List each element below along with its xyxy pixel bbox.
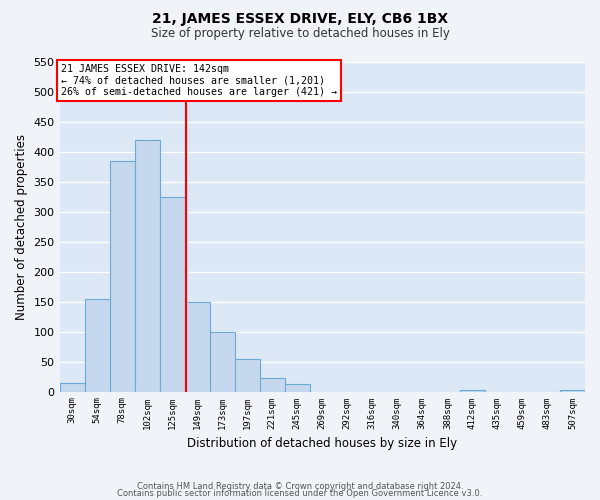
Text: Contains HM Land Registry data © Crown copyright and database right 2024.: Contains HM Land Registry data © Crown c… [137, 482, 463, 491]
Bar [160, 196, 185, 392]
Bar [85, 298, 110, 392]
Bar [260, 378, 285, 392]
Bar [209, 332, 235, 392]
Text: 21, JAMES ESSEX DRIVE, ELY, CB6 1BX: 21, JAMES ESSEX DRIVE, ELY, CB6 1BX [152, 12, 448, 26]
Bar [560, 390, 585, 392]
Bar [460, 390, 485, 392]
Text: Contains public sector information licensed under the Open Government Licence v3: Contains public sector information licen… [118, 490, 482, 498]
Bar [235, 358, 260, 392]
Bar [285, 384, 310, 392]
Bar [185, 302, 209, 392]
Bar [110, 160, 134, 392]
Text: Size of property relative to detached houses in Ely: Size of property relative to detached ho… [151, 28, 449, 40]
Text: 21 JAMES ESSEX DRIVE: 142sqm
← 74% of detached houses are smaller (1,201)
26% of: 21 JAMES ESSEX DRIVE: 142sqm ← 74% of de… [61, 64, 337, 97]
Bar [59, 382, 85, 392]
X-axis label: Distribution of detached houses by size in Ely: Distribution of detached houses by size … [187, 437, 457, 450]
Y-axis label: Number of detached properties: Number of detached properties [15, 134, 28, 320]
Bar [134, 140, 160, 392]
